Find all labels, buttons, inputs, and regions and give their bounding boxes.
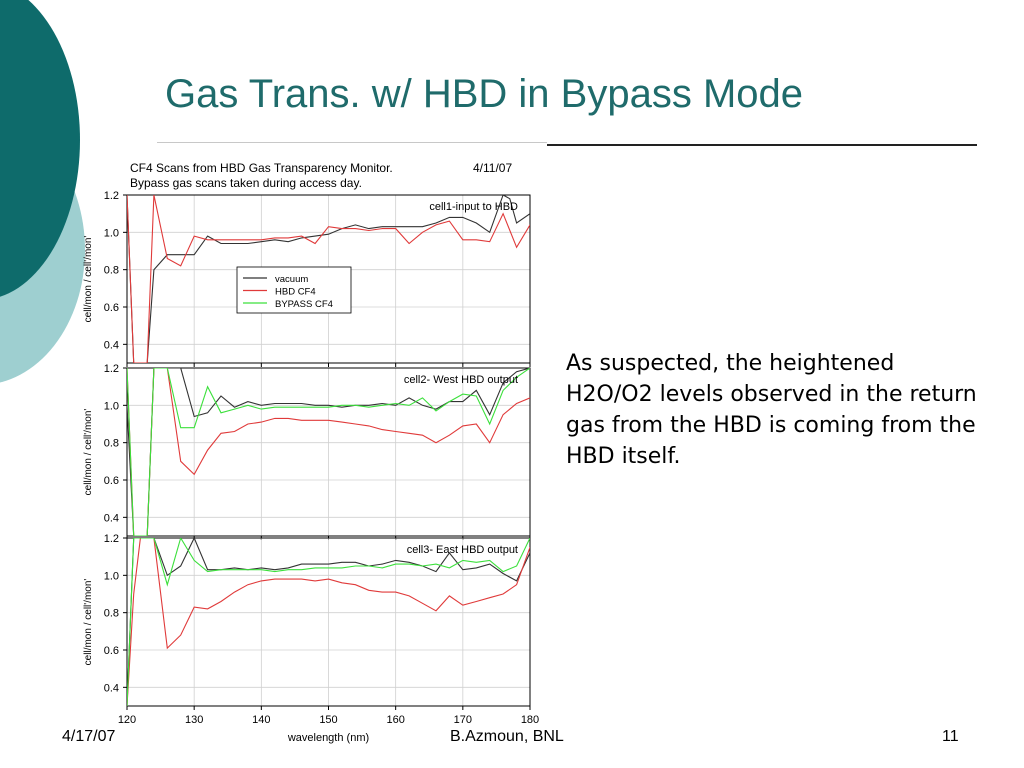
panel-label: cell3- East HBD output: [407, 544, 518, 556]
series-group: [127, 538, 530, 706]
y-axis-label: cell/mon / cell'/mon': [83, 579, 94, 666]
series-line-hbd-cf4: [127, 538, 530, 706]
series-line-vacuum: [127, 368, 530, 536]
chart-header-line2: Bypass gas scans taken during access day…: [130, 176, 362, 190]
x-tick-label: 140: [252, 714, 270, 726]
x-tick-label: 160: [386, 714, 404, 726]
series-line-bypass-cf4: [127, 368, 530, 536]
title-underline-dark: [547, 144, 977, 146]
y-tick-label: 1.2: [104, 533, 119, 545]
series-line-vacuum: [127, 538, 530, 706]
y-tick-label: 0.4: [104, 682, 119, 694]
series-group: [127, 368, 530, 536]
panel-label: cell1-input to HBD: [429, 201, 518, 213]
chart-panels: 0.4 0.6 0.8 1.0 1.2 cell1-input to HBD cell/mo…: [83, 190, 539, 744]
y-tick-label: 1.2: [104, 190, 119, 202]
legend-label: HBD CF4: [275, 287, 316, 298]
decoration-dark-arc: [0, 0, 80, 297]
y-tick-label: 1.0: [104, 227, 119, 239]
plot-frame: [126, 367, 531, 537]
x-tick-label: 180: [521, 714, 539, 726]
footer-date: 4/17/07: [62, 728, 116, 745]
series-line-hbd-cf4: [127, 368, 530, 536]
y-tick-label: 0.8: [104, 608, 119, 620]
y-axis-label: cell/mon / cell'/mon': [83, 409, 94, 496]
chart-panel-2: 0.4 0.6 0.8 1.0 1.2 cell2- West HBD output cel…: [83, 363, 531, 540]
slide-body-text: As suspected, the heightened H2O/O2 leve…: [566, 351, 977, 469]
y-tick-label: 0.4: [104, 512, 119, 524]
transparency-chart: CF4 Scans from HBD Gas Transparency Moni…: [83, 161, 539, 744]
x-tick-label: 130: [185, 714, 203, 726]
y-tick-label: 0.6: [104, 302, 119, 314]
slide-decoration-shapes: [0, 0, 85, 383]
y-tick-label: 0.6: [104, 475, 119, 487]
x-tick-label: 120: [118, 714, 136, 726]
y-tick-label: 0.6: [104, 645, 119, 657]
x-tick-label: 170: [454, 714, 472, 726]
series-line-bypass-cf4: [127, 538, 530, 706]
series-group: [127, 195, 530, 363]
slide-title: Gas Trans. w/ HBD in Bypass Mode: [165, 72, 804, 116]
series-line-hbd-cf4: [127, 195, 530, 363]
y-tick-label: 1.2: [104, 363, 119, 375]
chart-header-line1: CF4 Scans from HBD Gas Transparency Moni…: [130, 161, 393, 175]
legend-label: BYPASS CF4: [275, 299, 333, 310]
panel-label: cell2- West HBD output: [404, 374, 518, 386]
plot-frame: [126, 537, 531, 707]
y-axis-label: cell/mon / cell'/mon': [83, 236, 94, 323]
footer-author: B.Azmoun, BNL: [450, 728, 564, 745]
chart-header-date: 4/11/07: [473, 161, 512, 175]
y-tick-label: 0.8: [104, 265, 119, 277]
chart-panel-3: 0.4 0.6 0.8 1.0 1.2 cell3- East HBD output cel…: [83, 533, 539, 744]
y-tick-label: 1.0: [104, 400, 119, 412]
x-axis-label: wavelength (nm): [287, 732, 369, 744]
title-underline-light: [157, 142, 547, 143]
legend-label: vacuum: [275, 274, 308, 285]
y-tick-label: 1.0: [104, 570, 119, 582]
x-tick-label: 150: [319, 714, 337, 726]
y-tick-label: 0.4: [104, 339, 119, 351]
footer-page-number: 11: [942, 728, 959, 745]
chart-panel-1: 0.4 0.6 0.8 1.0 1.2 cell1-input to HBD cell/mo…: [83, 190, 531, 367]
plot-frame: [126, 194, 531, 364]
y-tick-label: 0.8: [104, 438, 119, 450]
